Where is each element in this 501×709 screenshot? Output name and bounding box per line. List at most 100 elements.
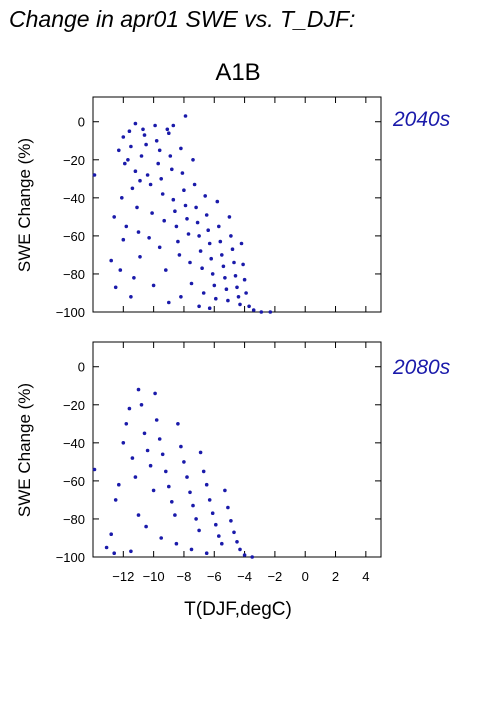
scenario-label: A1B [215, 59, 260, 86]
data-points [92, 114, 273, 314]
data-point [151, 488, 156, 493]
data-point [242, 553, 247, 557]
data-point [203, 194, 207, 198]
data-point [170, 167, 174, 172]
data-points [92, 387, 254, 559]
x-axis-label: T(DJF,degC) [184, 599, 292, 620]
data-point [183, 203, 188, 208]
data-point [144, 524, 148, 529]
data-point [170, 500, 174, 504]
data-point [141, 127, 145, 132]
data-point [145, 173, 150, 177]
data-point [174, 541, 179, 546]
y-tick-label: −40 [63, 436, 85, 451]
data-point [230, 247, 235, 251]
data-point [207, 498, 212, 502]
data-point [238, 547, 242, 552]
data-point [157, 148, 162, 153]
plot-frame [92, 341, 382, 558]
data-point [135, 205, 139, 210]
y-tick-label: 0 [78, 115, 85, 130]
data-point [165, 127, 170, 132]
y-axis-ticks: 0 −20 −40 −60 −80 −100 [56, 360, 381, 565]
data-point [164, 268, 168, 272]
data-point [195, 220, 200, 225]
data-point [189, 547, 194, 552]
data-point [162, 218, 166, 223]
data-point [136, 513, 141, 517]
scatter-panel-2080s: 0−20−40−60−80−100 −12 −10 −8 −6 −4 −2 0 2 4 SWE … [15, 341, 451, 584]
data-point [139, 154, 144, 158]
data-point [226, 505, 230, 510]
data-point [186, 232, 191, 236]
data-point [204, 482, 209, 487]
x-tick-label: −2 [267, 569, 282, 584]
data-point [129, 144, 133, 149]
data-point [104, 545, 109, 550]
data-point [129, 549, 133, 554]
data-point [214, 296, 218, 301]
data-point [159, 177, 163, 181]
data-point [191, 503, 195, 508]
data-point [113, 498, 118, 502]
x-axis-ticks: −12 −10 −8 −6 −4 −2 0 2 4 [112, 342, 369, 584]
y-tick-label: −80 [63, 512, 85, 527]
data-point [92, 467, 97, 472]
data-point [236, 295, 241, 299]
data-point [151, 283, 156, 288]
data-point [156, 161, 160, 166]
data-point [171, 197, 176, 202]
data-point [182, 460, 186, 464]
data-point [109, 532, 113, 536]
data-point [173, 209, 177, 213]
data-point [210, 511, 215, 515]
data-point [171, 123, 176, 128]
y-axis-label: SWE Change (%) [15, 383, 34, 517]
data-point [130, 186, 135, 191]
data-point [241, 262, 245, 267]
y-tick-label: −60 [63, 229, 85, 244]
data-point [223, 488, 227, 493]
y-tick-label: −40 [63, 191, 85, 206]
data-point [177, 253, 182, 257]
plot-frame [92, 96, 382, 313]
data-point [144, 142, 148, 147]
data-point [235, 285, 239, 290]
data-point [139, 403, 144, 407]
data-point [138, 254, 142, 259]
data-point [168, 154, 173, 158]
data-point [126, 158, 130, 162]
period-label: 2080s [392, 356, 451, 379]
x-tick-label: −4 [237, 569, 252, 584]
data-point [200, 266, 204, 271]
data-point [173, 513, 177, 517]
data-point [217, 534, 221, 538]
data-point [218, 239, 223, 244]
x-tick-label: −12 [112, 569, 134, 584]
data-point [242, 277, 247, 282]
y-tick-label: −60 [63, 474, 85, 489]
data-point [147, 236, 151, 240]
data-point [210, 272, 215, 276]
data-point [221, 264, 226, 269]
data-point [124, 224, 129, 229]
data-point [179, 146, 183, 151]
x-axis-ticks [122, 97, 367, 312]
figure-title: Change in apr01 SWE vs. T_DJF: [9, 6, 355, 32]
data-point [127, 406, 132, 411]
data-point [250, 555, 254, 559]
data-point [227, 215, 232, 219]
x-tick-label: 4 [362, 569, 369, 584]
data-point [153, 391, 157, 396]
data-point [174, 224, 179, 229]
data-point [167, 300, 171, 305]
data-point [121, 237, 126, 242]
data-point [185, 217, 189, 221]
x-tick-label: −6 [207, 569, 222, 584]
data-point [92, 173, 97, 177]
data-point [148, 463, 153, 468]
data-point [191, 158, 195, 162]
data-point [164, 469, 168, 474]
data-point [112, 551, 116, 555]
data-point [206, 228, 210, 232]
